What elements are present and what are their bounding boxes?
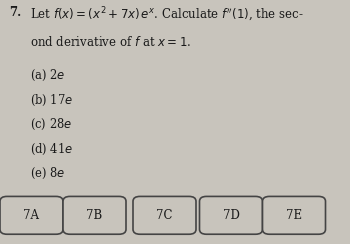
Text: (d) 41$e$: (d) 41$e$ (30, 142, 73, 157)
FancyBboxPatch shape (262, 196, 326, 234)
Text: 7.: 7. (9, 6, 21, 19)
Text: 7A: 7A (23, 209, 40, 222)
Text: (b) 17$e$: (b) 17$e$ (30, 93, 73, 108)
Text: (a) 2$e$: (a) 2$e$ (30, 68, 65, 83)
Text: Let $f(x) = (x^2 + 7x)\,e^x$. Calculate $f''(1)$, the sec-: Let $f(x) = (x^2 + 7x)\,e^x$. Calculate … (30, 6, 303, 24)
Text: 7C: 7C (156, 209, 173, 222)
Text: ond derivative of $f$ at $x = 1$.: ond derivative of $f$ at $x = 1$. (30, 35, 191, 49)
FancyBboxPatch shape (199, 196, 262, 234)
Text: (c) 28$e$: (c) 28$e$ (30, 117, 72, 132)
Text: 7B: 7B (86, 209, 103, 222)
FancyBboxPatch shape (63, 196, 126, 234)
Text: (e) 8$e$: (e) 8$e$ (30, 166, 65, 181)
FancyBboxPatch shape (133, 196, 196, 234)
Text: 7E: 7E (286, 209, 302, 222)
FancyBboxPatch shape (0, 196, 63, 234)
Text: 7D: 7D (223, 209, 239, 222)
